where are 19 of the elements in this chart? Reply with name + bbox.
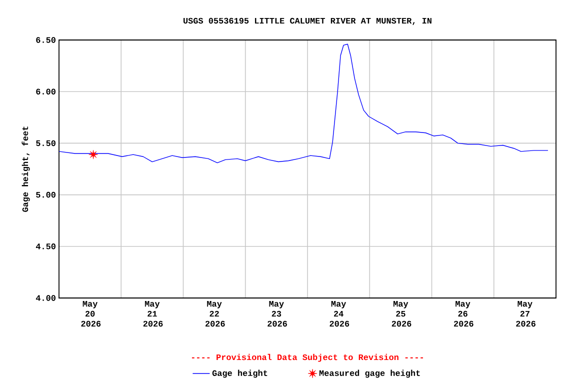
y-tick-label: 5.00: [36, 192, 56, 198]
y-tick-label: 6.00: [36, 88, 56, 94]
x-tick-label: May 23 2026: [268, 301, 287, 327]
x-tick-label: May 26 2026: [454, 301, 474, 327]
y-tick-label: 4.00: [36, 295, 56, 301]
y-tick-label: 6.50: [36, 37, 56, 43]
chart-title: USGS 05536195 LITTLE CALUMET RIVER AT MUNSTER, IN: [184, 18, 432, 26]
x-tick-label: May 20 2026: [81, 301, 101, 327]
y-axis-title: Gage height, feet: [22, 126, 30, 212]
y-tick-label: 5.50: [36, 140, 56, 146]
x-tick-label: May 21 2026: [143, 301, 163, 327]
text: ---- Provisional Data Subject to Revision ----: [192, 354, 423, 362]
x-tick-label: May 22 2026: [206, 301, 225, 327]
x-tick-label: May 25 2026: [392, 301, 412, 327]
legend-label: Measured gage height: [319, 370, 420, 378]
legend-label: Gage height: [212, 370, 268, 378]
x-tick-label: May 24 2026: [330, 301, 350, 327]
x-tick-label: May 27 2026: [516, 301, 536, 327]
y-tick-label: 4.50: [36, 244, 56, 250]
